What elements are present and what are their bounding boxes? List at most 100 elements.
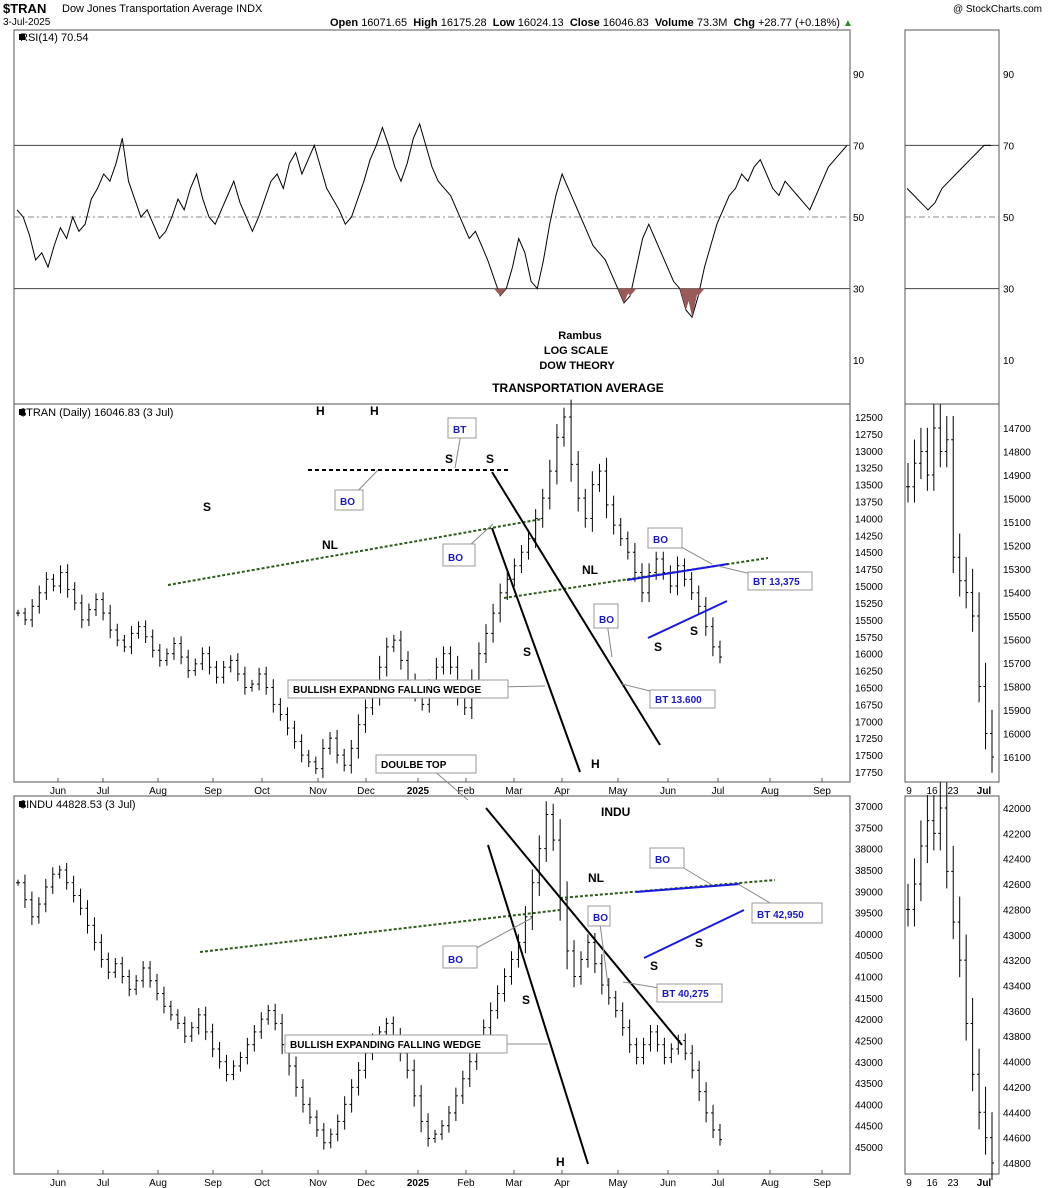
pattern-label: H <box>370 404 379 418</box>
tran-inset-bar <box>970 568 975 632</box>
annotation-dow-theory: DOW THEORY <box>539 360 615 372</box>
x-tick-label: Dec <box>357 1178 375 1188</box>
indu-inset-bar <box>990 1112 994 1181</box>
tran-price-bar <box>30 599 35 628</box>
indu-price-bar <box>460 1070 465 1105</box>
indu-inset-frame <box>904 795 1000 1175</box>
svg-text:BO: BO <box>448 553 463 564</box>
indu-price-bar <box>168 1000 173 1021</box>
tran-price-bar <box>136 621 141 639</box>
indu-price-bar <box>467 1053 472 1087</box>
tran-price-bar <box>129 626 134 655</box>
x-tick-label: Feb <box>457 786 475 797</box>
tran-inset-bar <box>925 427 930 491</box>
tran-price-bar <box>342 748 347 772</box>
pattern-label: NL <box>588 871 604 885</box>
tran-price-bar <box>299 734 304 763</box>
tran-price-bar <box>328 731 332 755</box>
annotation-rambus: Rambus <box>558 330 601 342</box>
tran-price-bar <box>292 720 297 749</box>
neckline-nl <box>167 518 543 586</box>
tran-price-bar <box>441 646 446 675</box>
rsi-legend-swatch <box>19 34 25 40</box>
x-tick-label: Jul <box>712 786 725 797</box>
tran-price-bar <box>157 644 162 667</box>
tran-tick-label: 12500 <box>855 413 883 424</box>
x-axis: Jun Jul Aug Sep Oct Nov Dec 2025 Feb Mar Apr May Jun… <box>50 778 991 1188</box>
tran-inset-tick-label: 15800 <box>1003 683 1031 694</box>
tran-price-bar <box>23 607 28 626</box>
tran-price-bar <box>647 563 652 603</box>
tran-inset-bar <box>938 404 943 468</box>
tran-price-bar <box>51 574 56 592</box>
x-tick-label: Jul <box>712 1178 725 1188</box>
svg-text:BT: BT <box>453 425 466 436</box>
tran-price-bar <box>668 565 673 594</box>
tran-price-bar <box>540 488 545 528</box>
indu-inset-bar <box>931 795 936 851</box>
indu-inset-tick-label: 42600 <box>1003 880 1031 891</box>
tran-tick-label: 14750 <box>855 565 883 576</box>
indu-price-bar <box>22 874 27 908</box>
indu-legend: $INDU 44828.53 (3 Jul) <box>20 799 136 811</box>
indu-inset-bar <box>906 883 910 927</box>
indu-price-bar <box>196 1007 201 1035</box>
rsi-line <box>16 122 848 319</box>
tran-tick-label: 13750 <box>855 498 883 509</box>
tran-price-bar <box>285 707 290 736</box>
indu-price-bar <box>641 1037 646 1065</box>
indu-price-bar <box>252 1025 257 1052</box>
svg-text:BO: BO <box>593 913 608 924</box>
indu-inset-tick-label: 44200 <box>1003 1083 1031 1094</box>
tran-price-bar <box>597 463 602 492</box>
tran-tick-label: 17750 <box>855 768 883 779</box>
pattern-label: S <box>203 500 211 514</box>
indu-tick-label: 40000 <box>855 930 883 941</box>
indu-price-bar <box>273 1003 278 1031</box>
indu-price-bar <box>655 1025 660 1052</box>
tran-price-bar <box>72 582 77 611</box>
indu-price-bar <box>328 1128 333 1149</box>
wedge-upper-line <box>491 471 661 746</box>
svg-text:BO: BO <box>655 855 670 866</box>
indu-price-bar <box>182 1016 187 1044</box>
pattern-label: S <box>695 936 703 950</box>
callout-bt: BT 42,950 <box>737 883 823 924</box>
pattern-label: S <box>654 640 662 654</box>
pattern-label: S <box>445 452 453 466</box>
callout-bo: BO <box>334 469 379 511</box>
up-arrow-icon: ▲ <box>843 18 853 29</box>
indu-inset-bar <box>970 997 975 1092</box>
x-tick-label: Sep <box>204 1178 222 1188</box>
tran-tick-label: 15250 <box>855 599 883 610</box>
blue-neckline <box>635 883 741 893</box>
wedge-upper-line <box>485 807 683 1046</box>
indu-price-bar <box>690 1045 695 1079</box>
indu-price-bar <box>99 934 104 968</box>
svg-text:BT 13,375: BT 13,375 <box>753 577 800 588</box>
indu-price-bar <box>683 1033 688 1061</box>
indu-tick-label: 38500 <box>855 866 883 877</box>
tran-price-bar <box>228 655 233 673</box>
indu-price-bar <box>634 1037 639 1065</box>
x-tick-label: 2025 <box>407 1178 430 1188</box>
tran-price-bar <box>519 544 524 574</box>
tran-inset-bar <box>906 463 910 503</box>
tran-price-bar <box>675 556 680 596</box>
indu-price-bar <box>613 990 618 1018</box>
callout-double-top: DOULBE TOP <box>375 754 477 801</box>
indu-price-bar <box>356 1062 361 1096</box>
symbol: $TRAN <box>3 1 47 16</box>
tran-price-bar <box>150 629 155 658</box>
tran-inset-bar <box>977 592 982 703</box>
indu-price-bar <box>321 1123 326 1150</box>
indu-price-bar <box>217 1042 222 1069</box>
tran-inset-bar <box>918 427 923 480</box>
indu-inset-bar <box>983 1086 988 1155</box>
indu-price-bar <box>599 954 604 995</box>
svg-text:BT 40,275: BT 40,275 <box>662 989 709 1000</box>
x-tick-label: Feb <box>457 1178 475 1188</box>
svg-text:BO: BO <box>340 497 355 508</box>
indu-price-bar <box>412 1059 417 1107</box>
